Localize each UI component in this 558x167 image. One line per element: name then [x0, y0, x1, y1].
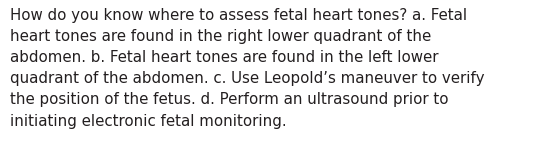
- Text: How do you know where to assess fetal heart tones? a. Fetal
heart tones are foun: How do you know where to assess fetal he…: [10, 8, 484, 129]
